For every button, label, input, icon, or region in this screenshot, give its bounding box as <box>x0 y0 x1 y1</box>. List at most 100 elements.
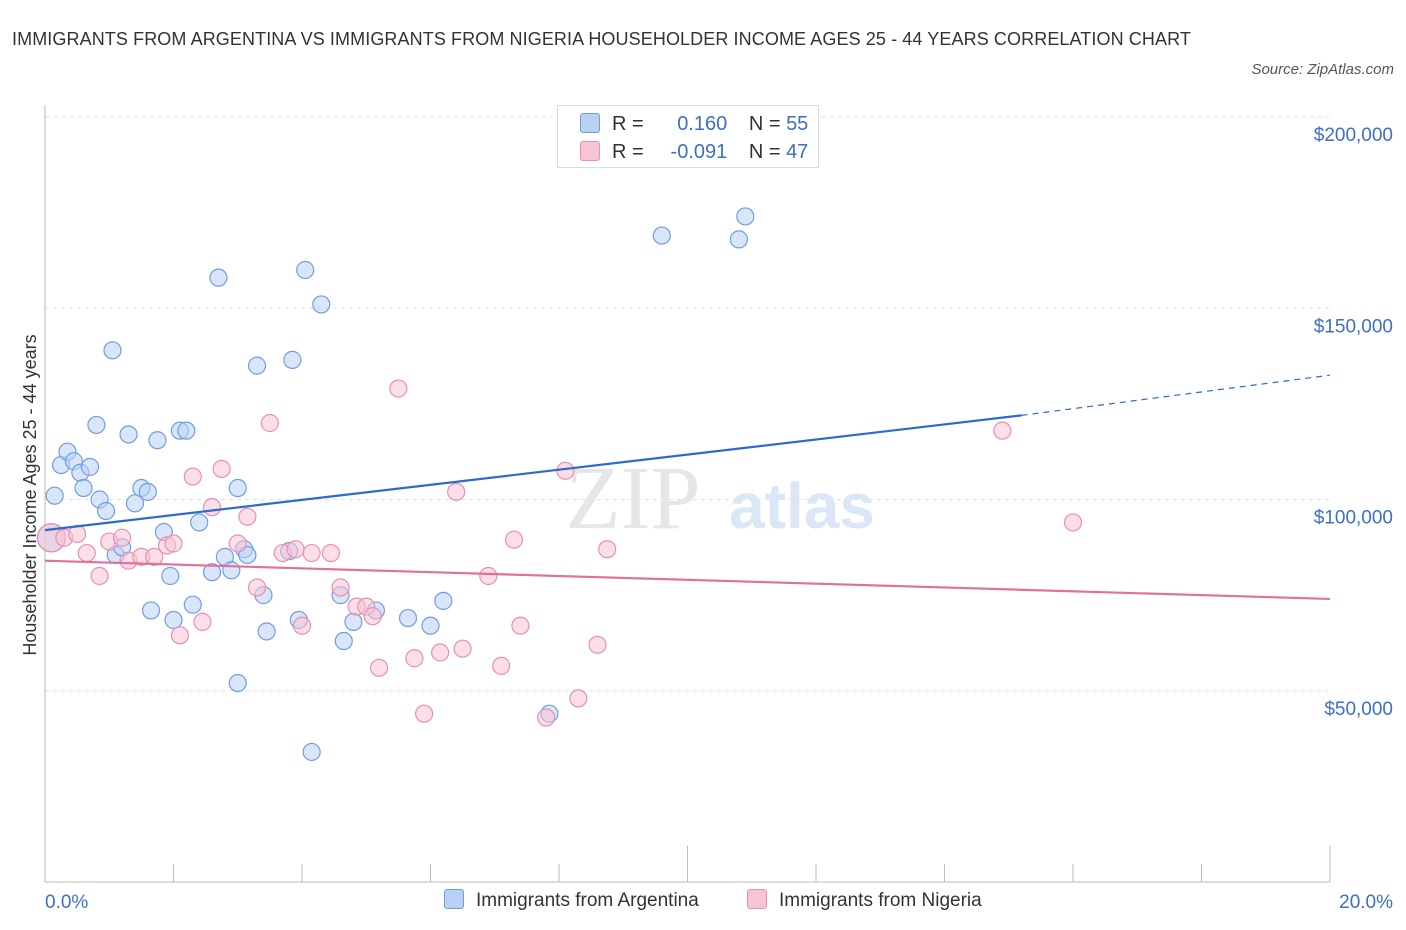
data-point-argentina <box>96 501 116 521</box>
data-point-argentina <box>119 425 138 444</box>
legend-r-value-argentina: 0.160 <box>677 113 728 135</box>
data-point-argentina <box>164 610 183 630</box>
legend-r-value-nigeria: -0.091 <box>670 141 728 163</box>
data-point-nigeria <box>492 656 511 675</box>
data-point-nigeria <box>1063 513 1083 532</box>
data-point-nigeria <box>405 649 424 668</box>
trend-lines <box>44 374 1331 601</box>
data-point-nigeria <box>260 413 279 433</box>
data-point-argentina <box>729 230 749 249</box>
data-point-argentina <box>398 608 418 628</box>
data-point-nigeria <box>164 534 183 553</box>
data-point-nigeria <box>537 708 556 727</box>
data-point-argentina <box>257 622 276 641</box>
x-tick-label: 0.0% <box>45 892 88 913</box>
legend-swatch-argentina <box>580 113 600 133</box>
data-point-nigeria <box>569 689 588 708</box>
data-point-nigeria <box>77 543 96 563</box>
source-label: Source: ZipAtlas.com <box>1251 61 1394 78</box>
data-point-nigeria <box>321 543 341 563</box>
data-point-nigeria <box>193 612 212 632</box>
data-point-argentina <box>148 431 167 450</box>
data-point-argentina <box>141 601 161 620</box>
legend-row-nigeria: R = -0.091 N = 47 <box>580 141 808 165</box>
data-point-argentina <box>190 513 209 532</box>
data-point-argentina <box>283 350 302 369</box>
data-point-argentina <box>247 356 267 375</box>
data-point-nigeria <box>331 578 350 597</box>
data-point-argentina <box>228 478 247 498</box>
bottom-legend-label-argentina: Immigrants from Argentina <box>476 890 699 911</box>
legend-r-label: R = <box>612 141 644 163</box>
data-point-nigeria <box>212 459 231 478</box>
legend-swatch-nigeria <box>580 141 600 161</box>
data-point-argentina <box>138 482 157 501</box>
bottom-legend-label-nigeria: Immigrants from Nigeria <box>779 890 982 911</box>
data-point-nigeria <box>247 578 267 597</box>
data-point-nigeria <box>238 507 257 526</box>
bottom-legend-argentina: Immigrants from Argentina <box>444 889 699 912</box>
watermark-zip: ZIP <box>566 449 701 548</box>
bottom-legend-swatch-argentina <box>444 889 464 909</box>
legend-r-label: R = <box>612 113 644 135</box>
data-point-nigeria <box>389 379 408 398</box>
data-point-argentina <box>183 595 202 614</box>
trend-line-nigeria <box>44 559 1331 601</box>
data-point-nigeria <box>363 607 382 626</box>
legend: R = 0.160 N = 55 R = -0.091 N = 47 <box>557 105 819 168</box>
data-point-argentina <box>80 457 100 477</box>
data-point-argentina <box>161 566 180 586</box>
data-point-nigeria <box>170 626 190 645</box>
data-point-nigeria <box>183 467 202 486</box>
data-point-nigeria <box>228 534 247 553</box>
data-point-nigeria <box>202 498 222 517</box>
bottom-legend: Immigrants from Argentina Immigrants fro… <box>0 889 1406 917</box>
data-point-nigeria <box>556 461 575 480</box>
trend-line-argentina <box>44 414 1022 532</box>
data-point-argentina <box>302 742 321 762</box>
bottom-legend-nigeria: Immigrants from Nigeria <box>747 889 982 912</box>
data-point-nigeria <box>598 540 617 559</box>
y-tick-label: $150,000 <box>1314 316 1393 337</box>
data-point-nigeria <box>112 528 132 547</box>
grid-lines <box>45 116 1330 692</box>
data-point-argentina <box>652 226 671 245</box>
data-point-argentina <box>103 341 122 360</box>
tick-labels: $50,000 $100,000 $150,000 $200,000 0.0% 20.0% <box>45 125 1393 913</box>
data-point-argentina <box>202 563 222 582</box>
y-tick-label: $100,000 <box>1314 508 1393 529</box>
data-point-nigeria <box>414 704 434 723</box>
data-point-argentina <box>222 561 241 580</box>
axes <box>44 105 1331 883</box>
data-point-nigeria <box>286 540 305 559</box>
series-nigeria <box>36 379 1083 727</box>
data-point-nigeria <box>504 530 524 549</box>
legend-n-label: N = <box>748 113 781 135</box>
data-point-nigeria <box>453 639 472 658</box>
data-point-nigeria <box>993 421 1012 440</box>
legend-n-value-argentina: 55 <box>786 113 809 135</box>
data-point-nigeria <box>90 566 109 586</box>
data-point-argentina <box>312 295 331 314</box>
data-point-nigeria <box>511 616 530 635</box>
data-point-argentina <box>209 268 228 287</box>
data-point-argentina <box>87 415 106 435</box>
data-point-argentina <box>344 612 363 632</box>
data-point-argentina <box>45 486 64 505</box>
y-axis-label: Householder Income Ages 25 - 44 years <box>20 334 40 655</box>
data-point-argentina <box>334 631 353 651</box>
data-point-nigeria <box>479 566 498 586</box>
data-point-argentina <box>228 673 247 693</box>
data-point-argentina <box>421 616 440 635</box>
watermark-atlas: atlas <box>729 470 875 542</box>
legend-row-argentina: R = 0.160 N = 55 <box>580 113 808 137</box>
legend-n-label: N = <box>748 141 781 163</box>
x-tick-label: 20.0% <box>1339 892 1393 913</box>
data-point-nigeria <box>145 547 164 566</box>
data-point-argentina <box>125 494 145 513</box>
chart-title: IMMIGRANTS FROM ARGENTINA VS IMMIGRANTS … <box>12 29 1191 49</box>
data-point-argentina <box>736 207 755 226</box>
legend-n-value-nigeria: 47 <box>786 141 809 163</box>
y-tick-label: $200,000 <box>1314 125 1393 146</box>
